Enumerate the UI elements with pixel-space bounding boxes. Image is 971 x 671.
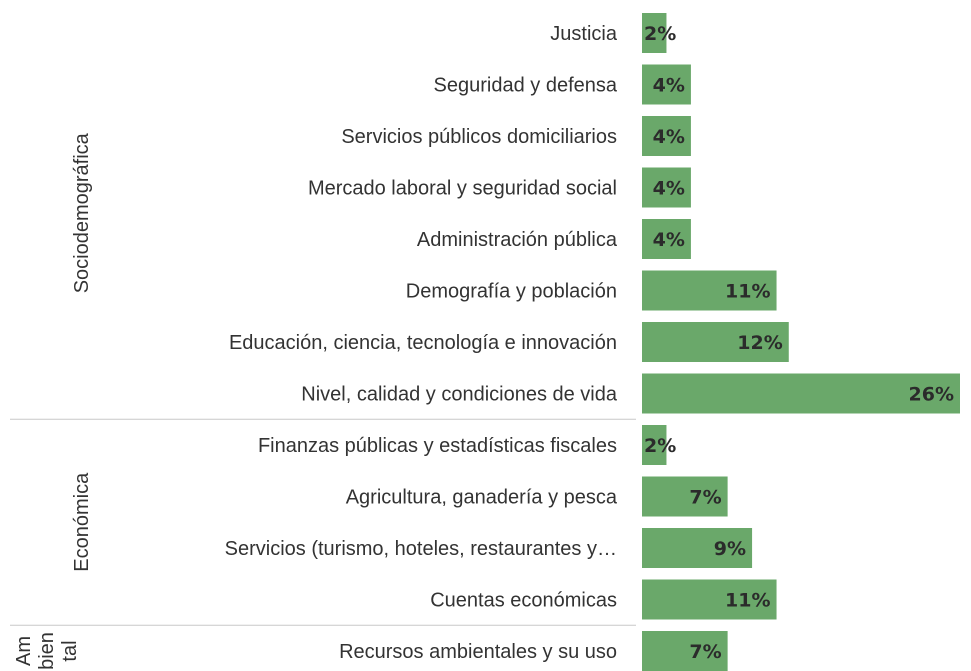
value-label: 11% bbox=[725, 281, 770, 303]
bar bbox=[642, 373, 960, 414]
category-labels: Justicia Seguridad y defensa Servicios púb… bbox=[225, 23, 618, 663]
bar bbox=[642, 322, 789, 362]
bars bbox=[642, 13, 960, 671]
group-label: Am bbox=[13, 636, 35, 666]
value-label: 9% bbox=[714, 538, 746, 560]
group-label: Económica bbox=[71, 472, 93, 572]
category-label: Recursos ambientales y su uso bbox=[339, 641, 617, 663]
value-label: 2% bbox=[644, 435, 676, 457]
bar bbox=[642, 270, 777, 311]
value-label: 2% bbox=[644, 23, 676, 45]
group-labels: Sociodemográfica Económica Am bien tal bbox=[13, 132, 93, 670]
category-label: Cuentas económicas bbox=[430, 590, 617, 612]
bar bbox=[642, 64, 691, 105]
value-label: 7% bbox=[689, 487, 721, 509]
bar bbox=[642, 116, 691, 156]
bar bbox=[642, 579, 777, 620]
group-separators bbox=[10, 418, 636, 626]
category-label: Nivel, calidad y condiciones de vida bbox=[301, 384, 618, 406]
bar bbox=[642, 13, 667, 53]
bar bbox=[642, 476, 728, 517]
value-label: 11% bbox=[725, 590, 770, 612]
category-label: Servicios públicos domiciliarios bbox=[341, 126, 617, 148]
value-label: 4% bbox=[653, 126, 685, 148]
value-labels: 2% 4% 4% 4% 4% 11% 12% 26% 2% 7% 9% 11% 7% bbox=[644, 23, 954, 663]
category-label: Agricultura, ganadería y pesca bbox=[346, 487, 618, 509]
group-label: Sociodemográfica bbox=[71, 132, 93, 293]
category-label: Educación, ciencia, tecnología e innovac… bbox=[229, 332, 617, 354]
category-label: Seguridad y defensa bbox=[434, 75, 618, 97]
bar bbox=[642, 219, 691, 259]
bar bbox=[642, 528, 753, 568]
category-label: Servicios (turismo, hoteles, restaurante… bbox=[225, 538, 617, 560]
category-label: Administración pública bbox=[417, 229, 618, 251]
group-label: tal bbox=[59, 640, 81, 661]
value-label: 7% bbox=[689, 641, 721, 663]
value-label: 4% bbox=[653, 178, 685, 200]
value-label: 4% bbox=[653, 229, 685, 251]
bar bbox=[642, 631, 728, 671]
category-label: Demografía y población bbox=[406, 281, 617, 303]
value-label: 12% bbox=[737, 332, 782, 354]
bar bbox=[642, 425, 667, 465]
category-label: Finanzas públicas y estadísticas fiscale… bbox=[258, 435, 617, 457]
value-label: 4% bbox=[653, 75, 685, 97]
value-label: 26% bbox=[909, 384, 954, 406]
bar bbox=[642, 167, 691, 208]
category-label: Mercado laboral y seguridad social bbox=[308, 178, 617, 200]
group-label: bien bbox=[36, 632, 58, 670]
category-label: Justicia bbox=[550, 23, 618, 45]
